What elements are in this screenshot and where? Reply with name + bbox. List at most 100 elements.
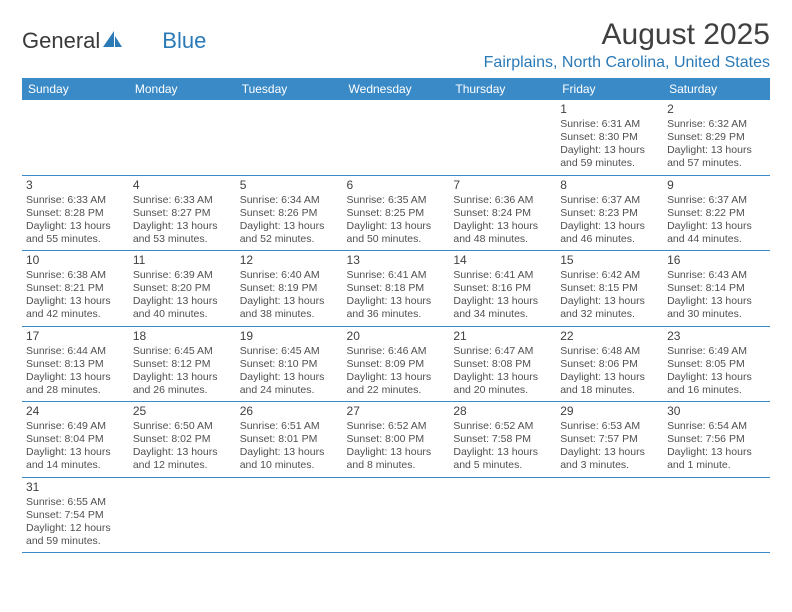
day-number: 7 <box>453 178 552 193</box>
daylight-line: Daylight: 13 hours and 42 minutes. <box>26 295 125 321</box>
sunrise-line: Sunrise: 6:45 AM <box>133 345 232 358</box>
calendar-day-cell: 7Sunrise: 6:36 AMSunset: 8:24 PMDaylight… <box>449 175 556 251</box>
sunrise-line: Sunrise: 6:50 AM <box>133 420 232 433</box>
sunset-line: Sunset: 8:19 PM <box>240 282 339 295</box>
daylight-line: Daylight: 13 hours and 1 minute. <box>667 446 766 472</box>
sunset-line: Sunset: 8:06 PM <box>560 358 659 371</box>
day-number: 9 <box>667 178 766 193</box>
day-number: 21 <box>453 329 552 344</box>
sunset-line: Sunset: 8:13 PM <box>26 358 125 371</box>
daylight-line: Daylight: 13 hours and 55 minutes. <box>26 220 125 246</box>
sunrise-line: Sunrise: 6:38 AM <box>26 269 125 282</box>
sunset-line: Sunset: 8:26 PM <box>240 207 339 220</box>
sunset-line: Sunset: 8:15 PM <box>560 282 659 295</box>
calendar-day-cell: 19Sunrise: 6:45 AMSunset: 8:10 PMDayligh… <box>236 326 343 402</box>
day-header: Tuesday <box>236 78 343 100</box>
sunset-line: Sunset: 8:00 PM <box>347 433 446 446</box>
day-number: 19 <box>240 329 339 344</box>
sunrise-line: Sunrise: 6:33 AM <box>133 194 232 207</box>
day-number: 28 <box>453 404 552 419</box>
daylight-line: Daylight: 13 hours and 5 minutes. <box>453 446 552 472</box>
sunrise-line: Sunrise: 6:33 AM <box>26 194 125 207</box>
daylight-line: Daylight: 13 hours and 3 minutes. <box>560 446 659 472</box>
daylight-line: Daylight: 13 hours and 36 minutes. <box>347 295 446 321</box>
sunset-line: Sunset: 8:14 PM <box>667 282 766 295</box>
calendar-day-cell: 27Sunrise: 6:52 AMSunset: 8:00 PMDayligh… <box>343 402 450 478</box>
daylight-line: Daylight: 13 hours and 22 minutes. <box>347 371 446 397</box>
calendar-day-cell: 5Sunrise: 6:34 AMSunset: 8:26 PMDaylight… <box>236 175 343 251</box>
day-number: 14 <box>453 253 552 268</box>
sunset-line: Sunset: 8:08 PM <box>453 358 552 371</box>
calendar-day-cell: 12Sunrise: 6:40 AMSunset: 8:19 PMDayligh… <box>236 251 343 327</box>
daylight-line: Daylight: 13 hours and 52 minutes. <box>240 220 339 246</box>
calendar-week-row: 1Sunrise: 6:31 AMSunset: 8:30 PMDaylight… <box>22 100 770 175</box>
calendar-day-cell: 17Sunrise: 6:44 AMSunset: 8:13 PMDayligh… <box>22 326 129 402</box>
day-number: 11 <box>133 253 232 268</box>
day-number: 3 <box>26 178 125 193</box>
day-number: 12 <box>240 253 339 268</box>
sunset-line: Sunset: 8:30 PM <box>560 131 659 144</box>
sunrise-line: Sunrise: 6:34 AM <box>240 194 339 207</box>
sunset-line: Sunset: 8:25 PM <box>347 207 446 220</box>
sunset-line: Sunset: 8:01 PM <box>240 433 339 446</box>
day-number: 27 <box>347 404 446 419</box>
sunrise-line: Sunrise: 6:36 AM <box>453 194 552 207</box>
day-header: Monday <box>129 78 236 100</box>
calendar-week-row: 10Sunrise: 6:38 AMSunset: 8:21 PMDayligh… <box>22 251 770 327</box>
calendar-day-cell: 22Sunrise: 6:48 AMSunset: 8:06 PMDayligh… <box>556 326 663 402</box>
daylight-line: Daylight: 13 hours and 30 minutes. <box>667 295 766 321</box>
sunrise-line: Sunrise: 6:47 AM <box>453 345 552 358</box>
sunset-line: Sunset: 8:22 PM <box>667 207 766 220</box>
calendar-week-row: 17Sunrise: 6:44 AMSunset: 8:13 PMDayligh… <box>22 326 770 402</box>
sunrise-line: Sunrise: 6:32 AM <box>667 118 766 131</box>
logo-text-2: Blue <box>162 28 206 54</box>
sunrise-line: Sunrise: 6:43 AM <box>667 269 766 282</box>
day-number: 15 <box>560 253 659 268</box>
daylight-line: Daylight: 13 hours and 34 minutes. <box>453 295 552 321</box>
day-number: 17 <box>26 329 125 344</box>
sunrise-line: Sunrise: 6:52 AM <box>347 420 446 433</box>
daylight-line: Daylight: 13 hours and 48 minutes. <box>453 220 552 246</box>
sunset-line: Sunset: 8:23 PM <box>560 207 659 220</box>
sunrise-line: Sunrise: 6:37 AM <box>667 194 766 207</box>
sunrise-line: Sunrise: 6:41 AM <box>347 269 446 282</box>
sunset-line: Sunset: 7:54 PM <box>26 509 125 522</box>
sunset-line: Sunset: 8:18 PM <box>347 282 446 295</box>
daylight-line: Daylight: 13 hours and 20 minutes. <box>453 371 552 397</box>
calendar-day-cell: 16Sunrise: 6:43 AMSunset: 8:14 PMDayligh… <box>663 251 770 327</box>
calendar-empty-cell <box>556 477 663 553</box>
calendar-day-cell: 24Sunrise: 6:49 AMSunset: 8:04 PMDayligh… <box>22 402 129 478</box>
sunrise-line: Sunrise: 6:40 AM <box>240 269 339 282</box>
sunset-line: Sunset: 8:29 PM <box>667 131 766 144</box>
sunset-line: Sunset: 8:04 PM <box>26 433 125 446</box>
daylight-line: Daylight: 13 hours and 50 minutes. <box>347 220 446 246</box>
day-number: 6 <box>347 178 446 193</box>
day-number: 31 <box>26 480 125 495</box>
calendar-day-cell: 18Sunrise: 6:45 AMSunset: 8:12 PMDayligh… <box>129 326 236 402</box>
calendar-day-cell: 29Sunrise: 6:53 AMSunset: 7:57 PMDayligh… <box>556 402 663 478</box>
calendar-day-cell: 20Sunrise: 6:46 AMSunset: 8:09 PMDayligh… <box>343 326 450 402</box>
location-subtitle: Fairplains, North Carolina, United State… <box>484 54 770 72</box>
sunset-line: Sunset: 8:05 PM <box>667 358 766 371</box>
day-header: Thursday <box>449 78 556 100</box>
daylight-line: Daylight: 13 hours and 18 minutes. <box>560 371 659 397</box>
sunrise-line: Sunrise: 6:49 AM <box>667 345 766 358</box>
sunrise-line: Sunrise: 6:39 AM <box>133 269 232 282</box>
daylight-line: Daylight: 13 hours and 16 minutes. <box>667 371 766 397</box>
daylight-line: Daylight: 13 hours and 14 minutes. <box>26 446 125 472</box>
calendar-day-cell: 21Sunrise: 6:47 AMSunset: 8:08 PMDayligh… <box>449 326 556 402</box>
sunrise-line: Sunrise: 6:52 AM <box>453 420 552 433</box>
sunrise-line: Sunrise: 6:55 AM <box>26 496 125 509</box>
sunrise-line: Sunrise: 6:48 AM <box>560 345 659 358</box>
calendar-empty-cell <box>236 100 343 175</box>
calendar-day-cell: 25Sunrise: 6:50 AMSunset: 8:02 PMDayligh… <box>129 402 236 478</box>
sunset-line: Sunset: 8:12 PM <box>133 358 232 371</box>
calendar-empty-cell <box>449 477 556 553</box>
calendar-empty-cell <box>129 477 236 553</box>
daylight-line: Daylight: 13 hours and 38 minutes. <box>240 295 339 321</box>
sunset-line: Sunset: 8:16 PM <box>453 282 552 295</box>
calendar-day-cell: 1Sunrise: 6:31 AMSunset: 8:30 PMDaylight… <box>556 100 663 175</box>
logo: General Blue <box>22 18 206 54</box>
day-number: 4 <box>133 178 232 193</box>
sunset-line: Sunset: 8:27 PM <box>133 207 232 220</box>
